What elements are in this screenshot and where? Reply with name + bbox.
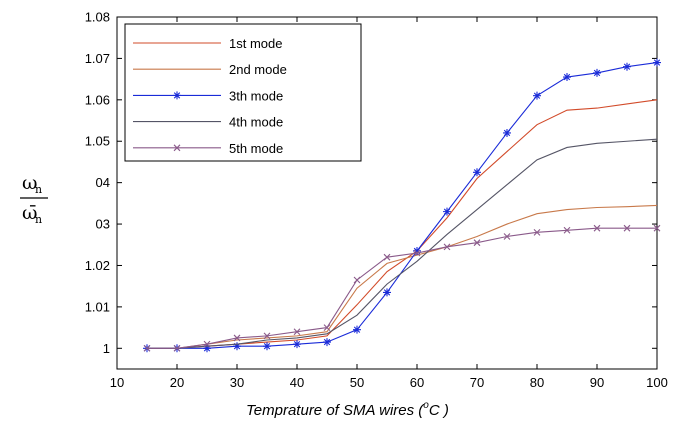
series-3-marker: [653, 58, 661, 67]
axes-frame: [116, 16, 658, 370]
series-3-marker: [293, 340, 301, 349]
series-3-marker: [473, 168, 481, 177]
y-axis-label-numerator: ω: [22, 172, 38, 194]
series-5-marker: [263, 332, 271, 340]
legend-marker-3: [173, 91, 181, 100]
y-tick-label: 1.08: [85, 10, 110, 25]
series-line-5: [147, 227, 657, 349]
y-tick-label: 1.06: [85, 92, 110, 107]
series-5-marker: [533, 228, 541, 236]
x-tick-label: 100: [646, 375, 668, 390]
series-line-3: [147, 62, 658, 349]
series-3-marker: [533, 91, 541, 100]
series-3-marker: [353, 325, 361, 334]
legend-box: [124, 23, 362, 162]
series-5-marker: [173, 344, 181, 352]
x-tick-label: 90: [590, 375, 604, 390]
series-3-marker: [443, 207, 451, 216]
x-tick-label: 40: [290, 375, 304, 390]
series-3-marker: [413, 246, 421, 255]
legend-label-4: 4th mode: [229, 115, 283, 130]
series-line-2: [147, 204, 658, 349]
x-axis-label-unit: C ): [429, 402, 449, 419]
y-tick-label: 1.02: [85, 258, 110, 273]
series-3-marker: [383, 288, 391, 297]
x-tick-label: 20: [170, 375, 184, 390]
x-tick-label: 80: [530, 375, 544, 390]
x-axis-label-superscript: o: [423, 400, 429, 411]
x-tick-label: 30: [230, 375, 244, 390]
legend-label-3: 3th mode: [229, 88, 283, 103]
x-axis-label-text: Temprature of SMA wires (oC ): [246, 400, 449, 419]
plot-area: 10 20 30 40 50 60 70 80 90 100 1 1.01 1.02 03 04 1.05 1.…: [85, 10, 668, 391]
x-tick-label: 60: [410, 375, 424, 390]
x-axis-label: Temprature of SMA wires (oC ): [246, 400, 449, 419]
y-axis-label: ω n ω̄ n: [20, 172, 48, 226]
series-3-marker: [203, 344, 211, 353]
y-tick-label: 03: [96, 217, 110, 232]
series-5-marker: [323, 324, 331, 331]
y-axis-label-denominator-sub: n: [35, 213, 42, 226]
series-3-marker: [593, 68, 601, 77]
series-5-marker: [413, 249, 421, 257]
x-tick-label: 50: [350, 375, 364, 390]
y-tick-label: 1.07: [85, 51, 110, 66]
series-5-marker: [383, 253, 391, 261]
y-tick-label: 1.01: [85, 299, 110, 314]
series-5-marker: [593, 224, 601, 232]
series-5-marker: [623, 224, 631, 232]
y-tick-label: 04: [96, 175, 110, 190]
series-3-marker: [563, 73, 571, 82]
legend-marker-5: [173, 144, 181, 152]
series-5-marker: [503, 233, 511, 240]
series-5-marker: [653, 224, 661, 232]
series-5-marker: [293, 328, 301, 336]
y-axis-label-numerator-sub: n: [35, 183, 42, 196]
series-3-marker: [263, 342, 271, 351]
x-tick-label: 70: [470, 375, 484, 390]
series-5-marker: [233, 334, 241, 342]
series-5-marker: [563, 226, 571, 234]
y-tick-label: 1.05: [85, 134, 110, 149]
legend-label-5: 5th mode: [229, 141, 283, 156]
series-line-4: [147, 138, 658, 349]
series-3-marker: [233, 342, 241, 351]
y-axis-label-denominator: ω̄: [22, 202, 38, 224]
series-3-marker: [503, 128, 511, 137]
series-3-marker: [323, 338, 331, 347]
series-5-marker: [473, 239, 481, 247]
y-tick-label: 1: [103, 341, 110, 356]
series-5-marker: [143, 344, 151, 352]
x-axis-label-main: Temprature of SMA wires (: [246, 402, 425, 419]
legend-label-2: 2nd mode: [229, 62, 287, 77]
series-5-marker: [443, 243, 451, 251]
series-5-marker: [203, 340, 211, 348]
x-tick-label: 10: [110, 375, 124, 390]
series-3-marker: [623, 62, 631, 71]
legend-label-1: 1st mode: [229, 36, 282, 51]
series-5-marker: [353, 276, 361, 284]
